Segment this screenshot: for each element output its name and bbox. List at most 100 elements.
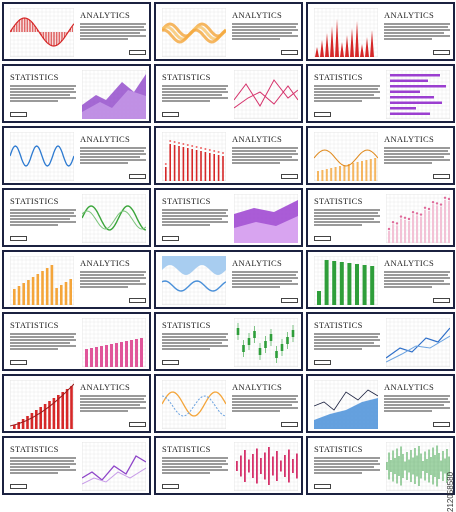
series-line [81, 467, 147, 485]
candle-mark [247, 338, 251, 345]
read-more-button[interactable] [162, 112, 179, 117]
bar-mark [317, 291, 321, 305]
series-line [81, 210, 147, 230]
chart-svg [385, 193, 451, 244]
card-text-block: STATISTICS [162, 70, 230, 119]
placeholder-text-line [80, 26, 144, 28]
analytics-card: STATISTICS [306, 312, 455, 371]
chart-thumbnail [233, 317, 299, 368]
placeholder-text-line [10, 97, 76, 99]
placeholder-text-line [80, 35, 146, 37]
read-more-button[interactable] [314, 236, 331, 241]
bar-mark [35, 410, 38, 429]
card-text-block: ANALYTICS [80, 256, 148, 305]
read-more-button[interactable] [162, 484, 179, 489]
placeholder-text-line [162, 469, 228, 471]
read-more-button[interactable] [129, 174, 146, 179]
point-mark [411, 211, 415, 214]
analytics-card: STATISTICS [2, 188, 151, 247]
read-more-button[interactable] [433, 50, 450, 55]
bar-mark [13, 425, 16, 429]
read-more-button[interactable] [433, 174, 450, 179]
placeholder-text-line [162, 466, 222, 468]
chart-thumbnail [385, 317, 451, 368]
read-more-button[interactable] [281, 50, 298, 55]
series-line [385, 327, 451, 359]
bar-mark [440, 206, 442, 243]
bar-mark [69, 279, 72, 305]
bar-mark [195, 150, 198, 181]
bar-mark [60, 285, 63, 305]
bar-mark [169, 144, 171, 181]
bar-mark [369, 159, 372, 181]
analytics-card: ANALYTICS [154, 2, 303, 61]
placeholder-text-line [384, 150, 448, 152]
placeholder-text-line [80, 153, 146, 155]
placeholder-text-line [162, 85, 228, 87]
read-more-button[interactable] [129, 298, 146, 303]
read-more-button[interactable] [162, 360, 179, 365]
analytics-card: ANALYTICS [2, 374, 151, 433]
placeholder-text-line [162, 345, 228, 347]
read-more-button[interactable] [10, 112, 27, 117]
read-more-button[interactable] [281, 174, 298, 179]
card-heading: STATISTICS [10, 444, 59, 454]
bar-mark [404, 219, 406, 243]
card-text-block: STATISTICS [314, 442, 382, 491]
point-mark [208, 149, 211, 151]
placeholder-text-line [232, 280, 292, 282]
analytics-card: STATISTICS [2, 64, 151, 123]
spike-mark [340, 42, 344, 57]
read-more-button[interactable] [10, 360, 27, 365]
bar-mark [43, 404, 47, 429]
placeholder-text-line [314, 85, 380, 87]
chart-thumbnail [313, 255, 379, 306]
point-mark [447, 197, 451, 201]
read-more-button[interactable] [281, 422, 298, 427]
chart-svg [313, 131, 379, 182]
bar-mark [370, 266, 375, 305]
placeholder-text-line [80, 401, 146, 403]
bar-mark [85, 349, 88, 367]
bar-mark [330, 168, 333, 181]
placeholder-text-line [314, 336, 378, 338]
bar-mark [264, 452, 266, 480]
read-more-button[interactable] [129, 50, 146, 55]
placeholder-text-line [314, 212, 378, 214]
series-line [9, 145, 75, 167]
read-more-button[interactable] [314, 484, 331, 489]
series-line [313, 149, 379, 167]
chart-svg [233, 193, 299, 244]
card-text-block: ANALYTICS [384, 132, 452, 181]
spike-mark [370, 30, 374, 57]
bar-mark [115, 343, 118, 367]
chart-svg [385, 317, 451, 368]
bar-mark [22, 283, 25, 305]
bar-mark [31, 277, 35, 305]
placeholder-text-line [314, 457, 380, 459]
read-more-button[interactable] [162, 236, 179, 241]
card-text-block: ANALYTICS [384, 256, 452, 305]
analytics-card: STATISTICS [154, 312, 303, 371]
placeholder-text-line [232, 283, 298, 285]
read-more-button[interactable] [10, 484, 27, 489]
read-more-button[interactable] [129, 422, 146, 427]
read-more-button[interactable] [433, 422, 450, 427]
series-band [161, 28, 227, 44]
bar-mark [390, 101, 442, 104]
analytics-card: ANALYTICS [306, 126, 455, 185]
area-mark [314, 398, 378, 429]
placeholder-text-line [10, 472, 58, 474]
placeholder-text-line [314, 348, 362, 350]
placeholder-text-line [80, 395, 146, 397]
chart-thumbnail [385, 193, 451, 244]
read-more-button[interactable] [10, 236, 27, 241]
placeholder-text-line [232, 153, 298, 155]
read-more-button[interactable] [281, 298, 298, 303]
read-more-button[interactable] [433, 298, 450, 303]
placeholder-text-line [384, 277, 450, 279]
read-more-button[interactable] [314, 112, 331, 117]
read-more-button[interactable] [314, 360, 331, 365]
bar-mark [41, 271, 44, 305]
bar-mark [390, 74, 440, 77]
